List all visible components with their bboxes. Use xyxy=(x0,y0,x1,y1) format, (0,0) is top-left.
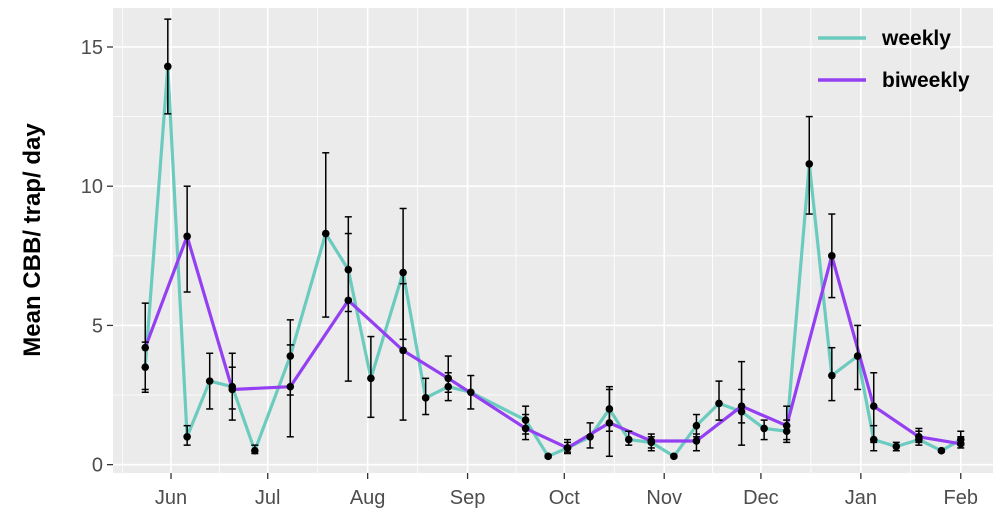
data-point xyxy=(805,160,814,168)
data-point xyxy=(605,419,614,427)
data-point xyxy=(286,352,295,360)
data-point xyxy=(737,402,746,410)
data-point xyxy=(670,452,678,461)
y-tick-label: 5 xyxy=(92,315,103,337)
data-point xyxy=(183,232,191,241)
data-point xyxy=(715,399,723,408)
legend-label-weekly: weekly xyxy=(881,27,951,50)
x-tick-label: Jun xyxy=(155,487,187,509)
data-point xyxy=(563,444,572,452)
y-tick-label: 15 xyxy=(81,37,103,59)
data-point xyxy=(521,416,530,424)
data-point xyxy=(892,442,901,451)
y-tick-label: 0 xyxy=(92,455,103,477)
y-axis-title: Mean CBB/ trap/ day xyxy=(19,123,46,357)
data-point xyxy=(647,437,656,445)
data-point xyxy=(521,424,530,433)
data-points xyxy=(141,62,965,461)
data-point xyxy=(163,62,172,71)
data-point xyxy=(624,435,633,444)
x-tick-label: Feb xyxy=(944,487,978,509)
data-point xyxy=(782,427,791,436)
grid-major xyxy=(113,8,993,473)
data-point xyxy=(205,377,214,385)
data-point xyxy=(367,374,375,383)
grid-minor xyxy=(113,8,993,473)
x-tick-label: Jan xyxy=(845,487,877,509)
data-point xyxy=(869,402,878,410)
data-point xyxy=(444,382,453,391)
data-point xyxy=(605,405,614,413)
x-tick-label: Dec xyxy=(743,487,779,509)
data-point xyxy=(782,421,791,430)
data-point xyxy=(544,452,552,461)
data-point xyxy=(692,437,701,445)
data-point xyxy=(251,446,259,455)
legend: weekly biweekly xyxy=(818,27,970,92)
data-point xyxy=(760,424,768,433)
data-point xyxy=(399,268,407,277)
data-point xyxy=(467,388,475,397)
data-point xyxy=(286,382,295,391)
data-point xyxy=(421,394,430,402)
data-point xyxy=(399,346,407,355)
data-point xyxy=(321,229,330,238)
data-point xyxy=(692,421,701,430)
y-axis: 0 5 10 15 xyxy=(81,37,113,477)
data-point xyxy=(828,371,836,380)
data-point xyxy=(344,265,353,274)
data-point xyxy=(183,433,191,441)
data-point xyxy=(915,433,923,441)
x-tick-label: Sep xyxy=(450,487,486,509)
x-tick-label: Aug xyxy=(350,487,386,509)
data-point xyxy=(344,296,353,305)
data-point xyxy=(956,439,965,448)
data-point xyxy=(141,343,150,352)
x-tick-label: Jul xyxy=(255,487,281,509)
plot-panel xyxy=(113,8,993,473)
data-point xyxy=(586,433,594,441)
data-point xyxy=(228,385,237,394)
data-point xyxy=(937,446,946,455)
x-axis: Jun Jul Aug Sep Oct Nov Dec Jan Feb xyxy=(155,473,978,509)
legend-label-biweekly: biweekly xyxy=(882,69,970,92)
data-point xyxy=(737,407,746,416)
data-point xyxy=(141,363,150,371)
data-point xyxy=(853,352,862,360)
data-point xyxy=(828,252,836,260)
y-tick-label: 10 xyxy=(81,176,103,198)
x-tick-label: Nov xyxy=(646,487,682,509)
x-tick-label: Oct xyxy=(549,487,581,509)
data-point xyxy=(869,435,878,444)
data-point xyxy=(444,374,453,383)
